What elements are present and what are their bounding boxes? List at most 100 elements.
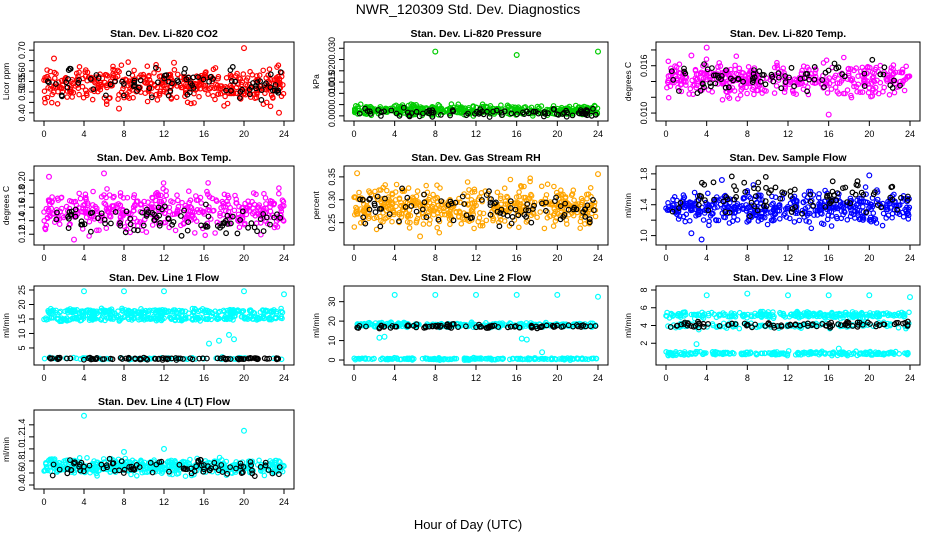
chart-1-stan-dev-li-820-co2-point: [223, 75, 230, 81]
chart-1-stan-dev-li-820-co2-reference-point: [130, 83, 137, 90]
chart-8-stan-dev-line-2-flow-point: [582, 356, 589, 362]
chart-7-stan-dev-line-1-flow-reference-point: [247, 355, 254, 362]
chart-6-stan-dev-sample-flow-point: [847, 198, 854, 204]
chart-4-stan-dev-amb-box-temp-reference-point: [234, 230, 241, 237]
chart-5-stan-dev-gas-stream-rh-reference-point: [386, 211, 393, 218]
chart-8-stan-dev-line-2-flow-reference-point: [507, 323, 514, 330]
chart-8-stan-dev-line-2-flow-point: [440, 356, 447, 363]
chart-5-stan-dev-gas-stream-rh-point: [483, 217, 490, 224]
chart-7-stan-dev-line-1-flow-xtick-label-6: 24: [279, 373, 289, 383]
chart-7-stan-dev-line-1-flow-point: [235, 308, 242, 314]
chart-8-stan-dev-line-2-flow-point: [560, 355, 567, 362]
chart-3-stan-dev-li-820-temp-point: [664, 79, 671, 85]
chart-3-stan-dev-li-820-temp-reference-point: [725, 84, 732, 91]
chart-8-stan-dev-line-2-flow-reference-point: [463, 323, 469, 330]
chart-7-stan-dev-line-1-flow-point: [261, 315, 267, 322]
chart-2-stan-dev-li-820-pressure-reference-point: [523, 108, 530, 115]
chart-1-stan-dev-li-820-co2-reference-point: [261, 82, 268, 88]
chart-2-stan-dev-li-820-pressure-reference-point: [554, 111, 560, 118]
chart-9-stan-dev-line-3-flow-point: [836, 310, 842, 317]
chart-7-stan-dev-line-1-flow-xtick-label-2: 8: [121, 373, 126, 383]
chart-1-stan-dev-li-820-co2-reference-point: [257, 78, 264, 84]
chart-5-stan-dev-gas-stream-rh-point: [562, 195, 569, 202]
chart-5-stan-dev-gas-stream-rh-point: [437, 185, 443, 191]
chart-4-stan-dev-amb-box-temp-point: [277, 212, 284, 218]
chart-3-stan-dev-li-820-temp-reference-point: [735, 76, 742, 83]
chart-5-stan-dev-gas-stream-rh-point: [356, 189, 362, 196]
chart-7-stan-dev-line-1-flow-point: [156, 307, 162, 314]
chart-7-stan-dev-line-1-flow-reference-point: [214, 355, 221, 362]
chart-1-stan-dev-li-820-co2-point: [171, 67, 178, 73]
chart-6-stan-dev-sample-flow-reference-point: [860, 191, 867, 198]
chart-9-stan-dev-line-3-flow-point: [720, 312, 727, 318]
chart-4-stan-dev-amb-box-temp-point: [276, 185, 282, 191]
chart-2-stan-dev-li-820-pressure-reference-point: [404, 109, 411, 116]
chart-6-stan-dev-sample-flow-outlier-point: [866, 172, 873, 179]
chart-3-stan-dev-li-820-temp-point: [835, 91, 842, 97]
chart-3-stan-dev-li-820-temp-reference-point: [788, 64, 795, 71]
chart-7-stan-dev-line-1-flow-reference-point: [93, 355, 100, 361]
chart-4-stan-dev-amb-box-temp-reference-point: [81, 221, 88, 228]
chart-1-stan-dev-li-820-co2-reference-point: [181, 70, 188, 76]
chart-7-stan-dev-line-1-flow-reference-point: [67, 355, 74, 362]
chart-1-stan-dev-li-820-co2-point: [82, 87, 89, 94]
chart-3-stan-dev-li-820-temp-point: [857, 89, 863, 96]
chart-8-stan-dev-line-2-flow-point: [542, 355, 549, 362]
chart-6-stan-dev-sample-flow-reference-point: [772, 184, 779, 191]
chart-7-stan-dev-line-1-flow-point: [278, 305, 284, 312]
chart-2-stan-dev-li-820-pressure-reference-point: [486, 114, 493, 120]
chart-6-stan-dev-sample-flow-reference-point: [762, 173, 769, 180]
chart-3-stan-dev-li-820-temp-reference-point: [831, 60, 838, 67]
chart-8-stan-dev-line-2-flow-reference-point: [486, 323, 493, 330]
chart-5-stan-dev-gas-stream-rh-point: [400, 204, 407, 211]
chart-4-stan-dev-amb-box-temp-point: [246, 203, 253, 210]
chart-2-stan-dev-li-820-pressure-xtick-label-3: 12: [471, 129, 481, 139]
chart-4-stan-dev-amb-box-temp-reference-point: [95, 215, 101, 222]
chart-5-stan-dev-gas-stream-rh-point: [440, 205, 447, 212]
chart-5-stan-dev-gas-stream-rh-point: [579, 199, 585, 206]
chart-1-stan-dev-li-820-co2-reference-point: [258, 96, 265, 103]
chart-5-stan-dev-gas-stream-rh-point: [458, 221, 465, 227]
chart-8-stan-dev-line-2-flow-points: [351, 291, 601, 364]
chart-5-stan-dev-gas-stream-rh-point: [504, 194, 511, 201]
chart-1-stan-dev-li-820-co2-point: [196, 93, 202, 100]
chart-5-stan-dev-gas-stream-rh-reference-point: [423, 214, 430, 221]
chart-1-stan-dev-li-820-co2-point: [156, 73, 163, 80]
chart-3-stan-dev-li-820-temp-reference-point: [701, 84, 707, 91]
chart-3-stan-dev-li-820-temp-reference-point: [762, 81, 769, 88]
chart-2-stan-dev-li-820-pressure-reference-point: [406, 112, 412, 119]
chart-9-stan-dev-line-3-flow-points: [663, 290, 913, 359]
chart-3-stan-dev-li-820-temp-point: [854, 88, 860, 95]
chart-4-stan-dev-amb-box-temp-point: [149, 222, 156, 228]
chart-1-stan-dev-li-820-co2-point: [64, 94, 71, 100]
chart-8-stan-dev-line-2-flow-point: [351, 355, 358, 362]
chart-3-stan-dev-li-820-temp-point: [900, 77, 907, 84]
chart-6-stan-dev-sample-flow-point: [776, 202, 783, 208]
chart-5-stan-dev-gas-stream-rh-reference-point: [562, 200, 568, 207]
chart-5-stan-dev-gas-stream-rh-point: [469, 208, 476, 215]
chart-6-stan-dev-sample-flow-point: [886, 200, 892, 207]
chart-9-stan-dev-line-3-flow-point: [736, 325, 743, 332]
chart-6-stan-dev-sample-flow-reference-point: [834, 190, 841, 197]
chart-5-stan-dev-gas-stream-rh-point: [434, 198, 441, 205]
chart-4-stan-dev-amb-box-temp-reference-point: [123, 208, 130, 215]
chart-2-stan-dev-li-820-pressure-reference-point: [477, 106, 484, 112]
chart-5-stan-dev-gas-stream-rh-point: [568, 192, 575, 199]
chart-6-stan-dev-sample-flow-point: [752, 211, 758, 218]
chart-9-stan-dev-line-3-flow-point: [895, 324, 902, 331]
chart-9-stan-dev-line-3-flow-point: [816, 313, 823, 320]
chart-7-stan-dev-line-1-flow-point: [205, 309, 212, 316]
chart-5-stan-dev-gas-stream-rh-point: [497, 193, 504, 199]
chart-5-stan-dev-gas-stream-rh-point: [447, 221, 453, 228]
chart-5-stan-dev-gas-stream-rh-point: [489, 208, 495, 215]
chart-4-stan-dev-amb-box-temp-point: [261, 190, 267, 197]
chart-4-stan-dev-amb-box-temp-point: [120, 207, 126, 214]
chart-3-stan-dev-li-820-temp-point: [707, 76, 713, 83]
chart-6-stan-dev-sample-flow-reference-point: [777, 195, 784, 202]
chart-6-stan-dev-sample-flow-point: [816, 201, 822, 207]
chart-2-stan-dev-li-820-pressure-outlier-point: [432, 48, 439, 55]
chart-1-stan-dev-li-820-co2-reference-point: [112, 78, 118, 85]
chart-6-stan-dev-sample-flow-point: [896, 211, 903, 218]
chart-5-stan-dev-gas-stream-rh-point: [373, 214, 380, 221]
chart-3-stan-dev-li-820-temp-point: [756, 82, 763, 88]
